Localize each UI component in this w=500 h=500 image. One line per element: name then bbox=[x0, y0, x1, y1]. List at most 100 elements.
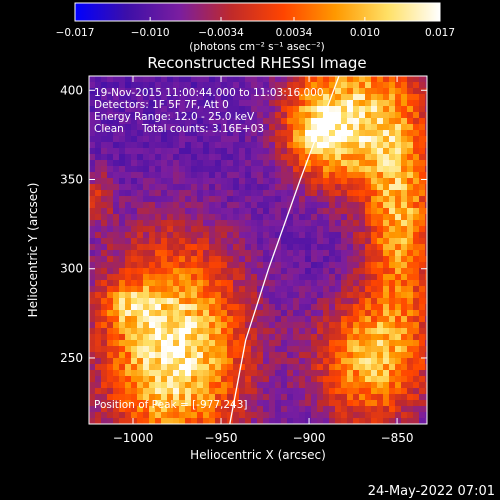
heatmap-cell bbox=[221, 256, 228, 263]
heatmap-cell bbox=[293, 382, 300, 389]
heatmap-cell bbox=[323, 286, 330, 293]
heatmap-cell bbox=[365, 238, 372, 245]
heatmap-cell bbox=[251, 106, 258, 113]
heatmap-cell bbox=[377, 112, 384, 119]
heatmap-cell bbox=[119, 334, 126, 341]
heatmap-cell bbox=[155, 130, 162, 137]
heatmap-cell bbox=[233, 76, 240, 83]
heatmap-cell bbox=[335, 340, 342, 347]
heatmap-cell bbox=[353, 220, 360, 227]
heatmap-cell bbox=[197, 394, 204, 401]
heatmap-cell bbox=[395, 232, 402, 239]
heatmap-cell bbox=[353, 316, 360, 323]
heatmap-cell bbox=[353, 304, 360, 311]
heatmap-cell bbox=[365, 412, 372, 419]
heatmap-cell bbox=[311, 190, 318, 197]
heatmap-cell bbox=[113, 400, 120, 407]
heatmap-cell bbox=[293, 172, 300, 179]
heatmap-cell bbox=[353, 160, 360, 167]
heatmap-cell bbox=[305, 256, 312, 263]
heatmap-cell bbox=[161, 358, 168, 365]
heatmap-cell bbox=[239, 82, 246, 89]
heatmap-cell bbox=[95, 118, 102, 125]
heatmap-cell bbox=[335, 382, 342, 389]
heatmap-cell bbox=[251, 112, 258, 119]
heatmap-cell bbox=[341, 406, 348, 413]
heatmap-cell bbox=[371, 268, 378, 275]
heatmap-cell bbox=[89, 310, 96, 317]
heatmap-cell bbox=[95, 340, 102, 347]
heatmap-cell bbox=[131, 88, 138, 95]
heatmap-cell bbox=[377, 382, 384, 389]
heatmap-cell bbox=[347, 184, 354, 191]
heatmap-cell bbox=[125, 166, 132, 173]
heatmap-cell bbox=[113, 220, 120, 227]
heatmap-cell bbox=[251, 142, 258, 149]
heatmap-cell bbox=[251, 226, 258, 233]
heatmap-cell bbox=[137, 166, 144, 173]
heatmap-cell bbox=[329, 154, 336, 161]
heatmap-cell bbox=[95, 310, 102, 317]
heatmap-cell bbox=[155, 82, 162, 89]
heatmap-cell bbox=[191, 178, 198, 185]
heatmap-cell bbox=[125, 256, 132, 263]
heatmap-cell bbox=[287, 286, 294, 293]
heatmap-cell bbox=[239, 268, 246, 275]
heatmap-cell bbox=[227, 190, 234, 197]
heatmap-cell bbox=[179, 346, 186, 353]
heatmap-cell bbox=[317, 118, 324, 125]
heatmap-cell bbox=[317, 412, 324, 419]
heatmap-cell bbox=[305, 376, 312, 383]
heatmap-cell bbox=[293, 274, 300, 281]
heatmap-cell bbox=[137, 172, 144, 179]
heatmap-cell bbox=[119, 184, 126, 191]
heatmap-cell bbox=[149, 358, 156, 365]
heatmap-cell bbox=[191, 238, 198, 245]
heatmap-cell bbox=[227, 370, 234, 377]
heatmap-cell bbox=[419, 382, 426, 389]
heatmap-cell bbox=[311, 340, 318, 347]
heatmap-cell bbox=[221, 196, 228, 203]
heatmap-cell bbox=[131, 364, 138, 371]
heatmap-cell bbox=[395, 286, 402, 293]
heatmap-cell bbox=[185, 274, 192, 281]
heatmap-cell bbox=[125, 94, 132, 101]
heatmap-cell bbox=[125, 214, 132, 221]
heatmap-cell bbox=[359, 310, 366, 317]
heatmap-cell bbox=[365, 418, 372, 424]
heatmap-cell bbox=[167, 268, 174, 275]
heatmap-cell bbox=[365, 304, 372, 311]
heatmap-cell bbox=[143, 346, 150, 353]
heatmap-cell bbox=[275, 76, 282, 83]
heatmap-cell bbox=[215, 274, 222, 281]
heatmap-cell bbox=[215, 304, 222, 311]
heatmap-cell bbox=[197, 280, 204, 287]
heatmap-cell bbox=[323, 82, 330, 89]
heatmap-cell bbox=[359, 250, 366, 257]
heatmap-cell bbox=[395, 292, 402, 299]
heatmap-cell bbox=[191, 166, 198, 173]
heatmap-cell bbox=[323, 172, 330, 179]
heatmap-cell bbox=[299, 148, 306, 155]
heatmap-cell bbox=[401, 316, 408, 323]
heatmap-cell bbox=[287, 370, 294, 377]
heatmap-cell bbox=[317, 352, 324, 359]
heatmap-cell bbox=[185, 166, 192, 173]
heatmap-cell bbox=[95, 190, 102, 197]
heatmap-cell bbox=[293, 148, 300, 155]
heatmap-cell bbox=[419, 358, 426, 365]
heatmap-cell bbox=[251, 406, 258, 413]
heatmap-cell bbox=[155, 346, 162, 353]
heatmap-cell bbox=[95, 280, 102, 287]
heatmap-cell bbox=[113, 328, 120, 335]
heatmap-cell bbox=[305, 208, 312, 215]
heatmap-cell bbox=[413, 172, 420, 179]
heatmap-cell bbox=[353, 166, 360, 173]
heatmap-cell bbox=[401, 256, 408, 263]
heatmap-cell bbox=[269, 310, 276, 317]
heatmap-cell bbox=[143, 262, 150, 269]
heatmap-cell bbox=[209, 400, 216, 407]
heatmap-cell bbox=[95, 328, 102, 335]
heatmap-cell bbox=[257, 214, 264, 221]
heatmap-cell bbox=[425, 172, 427, 179]
